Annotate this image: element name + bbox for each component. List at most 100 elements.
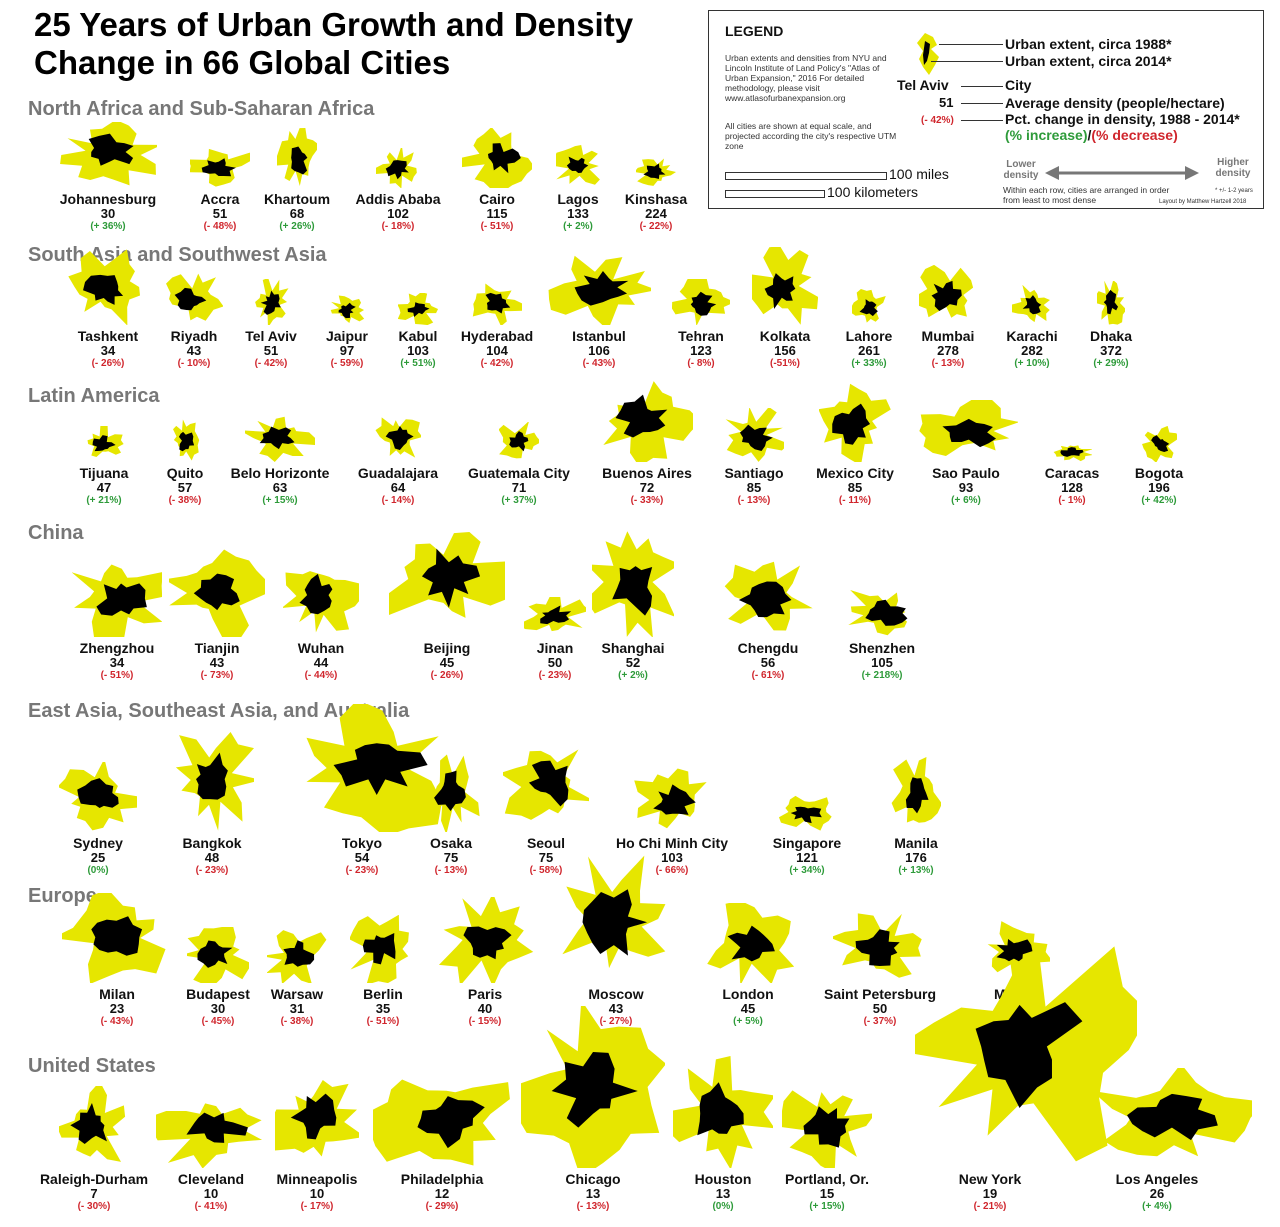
city-density: 7 xyxy=(90,1186,98,1201)
city-name: Hyderabad xyxy=(460,328,534,344)
city-entry: Buenos Aires 72 (- 33%) xyxy=(572,380,722,507)
legend-density-label: Average density (people/hectare) xyxy=(1005,95,1225,111)
city-extent-shape xyxy=(842,587,922,637)
city-name: Shenzhen xyxy=(848,640,916,656)
city-density-change: (- 21%) xyxy=(973,1201,1007,1212)
city-entry: Mumbai 278 (- 13%) xyxy=(873,265,1023,370)
city-name: Guatemala City xyxy=(468,465,570,481)
city-name: Beijing xyxy=(423,640,471,656)
city-extent-shape xyxy=(82,426,126,462)
city-name: Mexico City xyxy=(816,465,894,481)
city-name: Moscow xyxy=(588,986,644,1002)
city-density-change: (- 42%) xyxy=(480,358,514,369)
city-name: Zhengzhou xyxy=(79,640,155,656)
city-extent-shape xyxy=(59,1086,129,1168)
city-density: 121 xyxy=(796,850,818,865)
city-extent-shape xyxy=(919,265,977,325)
city-density: 10 xyxy=(203,1186,219,1201)
city-density-change: (- 29%) xyxy=(425,1201,459,1212)
city-density-change: (- 51%) xyxy=(366,1016,400,1027)
city-extent-shape xyxy=(592,527,674,637)
city-entry: Lagos 133 (+ 2%) xyxy=(503,144,653,233)
scale-bar-km-label: 100 kilometers xyxy=(827,184,919,200)
city-density-change: (- 23%) xyxy=(195,865,229,876)
city-density: 103 xyxy=(407,343,429,358)
city-density-change: (- 1%) xyxy=(1058,495,1086,506)
city-name: Milan xyxy=(99,986,135,1002)
city-density: 105 xyxy=(871,655,893,670)
region-heading: China xyxy=(28,522,84,544)
city-extent-shape xyxy=(59,122,157,188)
city-entry: Addis Ababa 102 (- 18%) xyxy=(323,148,473,233)
region-heading: North Africa and Sub-Saharan Africa xyxy=(28,98,375,120)
city-extent-shape xyxy=(724,408,784,462)
city-density-change: (- 15%) xyxy=(468,1016,502,1027)
city-entry: Tianjin 43 (- 73%) xyxy=(142,549,292,682)
city-name: Portland, Or. xyxy=(784,1171,869,1187)
city-density: 13 xyxy=(585,1186,601,1201)
city-entry: Chicago 13 (- 13%) xyxy=(518,1006,668,1213)
city-extent-shape xyxy=(891,752,941,832)
city-density: 75 xyxy=(538,850,554,865)
city-density: 63 xyxy=(272,480,288,495)
city-density: 43 xyxy=(209,655,225,670)
city-density-change: (+ 21%) xyxy=(86,495,122,506)
legend-sample-city: Tel Aviv xyxy=(897,77,949,93)
city-density: 57 xyxy=(177,480,193,495)
city-density-change: (- 13%) xyxy=(931,358,965,369)
legend-leader-2014 xyxy=(931,61,1003,62)
city-density-change: (+ 4%) xyxy=(1142,1201,1172,1212)
city-extent-shape xyxy=(1141,426,1177,462)
city-density-change: (+ 10%) xyxy=(1014,358,1050,369)
city-extent-shape xyxy=(1052,442,1092,462)
legend-lower-density: Lower density xyxy=(1003,159,1039,181)
legend-slash: / xyxy=(1087,127,1092,143)
city-entry: Kinshasa 224 (- 22%) xyxy=(581,156,731,233)
legend-increase-decrease: (% increase)/(% decrease) xyxy=(1005,127,1178,143)
city-entry: Beijing 45 (- 26%) xyxy=(372,521,522,682)
city-density-change: (+ 15%) xyxy=(262,495,298,506)
legend-leader-pct xyxy=(961,120,1003,121)
city-density-change: (0%) xyxy=(87,865,109,876)
title-line-1: 25 Years of Urban Growth and Density xyxy=(34,6,634,43)
city-extent-shape xyxy=(275,1076,359,1168)
legend-leader-city xyxy=(961,86,1003,87)
city-density: 128 xyxy=(1061,480,1083,495)
city-entry: Wuhan 44 (- 44%) xyxy=(246,555,396,682)
city-density: 48 xyxy=(204,850,220,865)
city-density-change: (- 26%) xyxy=(91,358,125,369)
city-density-change: (+ 218%) xyxy=(861,670,903,681)
city-extent-shape xyxy=(636,156,676,188)
city-name: Caracas xyxy=(1044,465,1100,481)
legend-source-note: Urban extents and densities from NYU and… xyxy=(725,53,887,103)
city-entry: Saint Petersburg 50 (- 37%) xyxy=(805,913,955,1028)
city-extent-shape xyxy=(287,704,455,832)
city-density: 176 xyxy=(905,850,927,865)
city-name: Karachi xyxy=(1006,328,1058,344)
city-entry: Los Angeles 26 (+ 4%) xyxy=(1082,1068,1252,1213)
city-extent-shape xyxy=(556,855,676,983)
city-name: Cleveland xyxy=(177,1171,245,1187)
city-density: 44 xyxy=(313,655,329,670)
city-name: New York xyxy=(958,1171,1022,1187)
city-density-change: (-51%) xyxy=(769,358,800,369)
city-density: 104 xyxy=(486,343,508,358)
city-extent-shape xyxy=(283,555,359,637)
city-name: Seoul xyxy=(526,835,566,851)
city-density: 106 xyxy=(588,343,610,358)
city-name: Cairo xyxy=(479,191,515,207)
city-density-change: (- 51%) xyxy=(100,670,134,681)
city-name: Bogota xyxy=(1134,465,1184,481)
city-entry: Cairo 115 (- 51%) xyxy=(422,128,572,233)
city-density-change: (- 22%) xyxy=(639,221,673,232)
city-density: 51 xyxy=(263,343,279,358)
city-name: Riyadh xyxy=(170,328,218,344)
city-density: 19 xyxy=(982,1186,998,1201)
legend-title: LEGEND xyxy=(725,23,784,39)
city-density: 10 xyxy=(309,1186,325,1201)
city-name: Ho Chi Minh City xyxy=(616,835,728,851)
city-extent-shape xyxy=(398,293,438,325)
city-density: 115 xyxy=(486,206,508,221)
city-density-change: (- 66%) xyxy=(655,865,689,876)
city-name: Buenos Aires xyxy=(602,465,692,481)
